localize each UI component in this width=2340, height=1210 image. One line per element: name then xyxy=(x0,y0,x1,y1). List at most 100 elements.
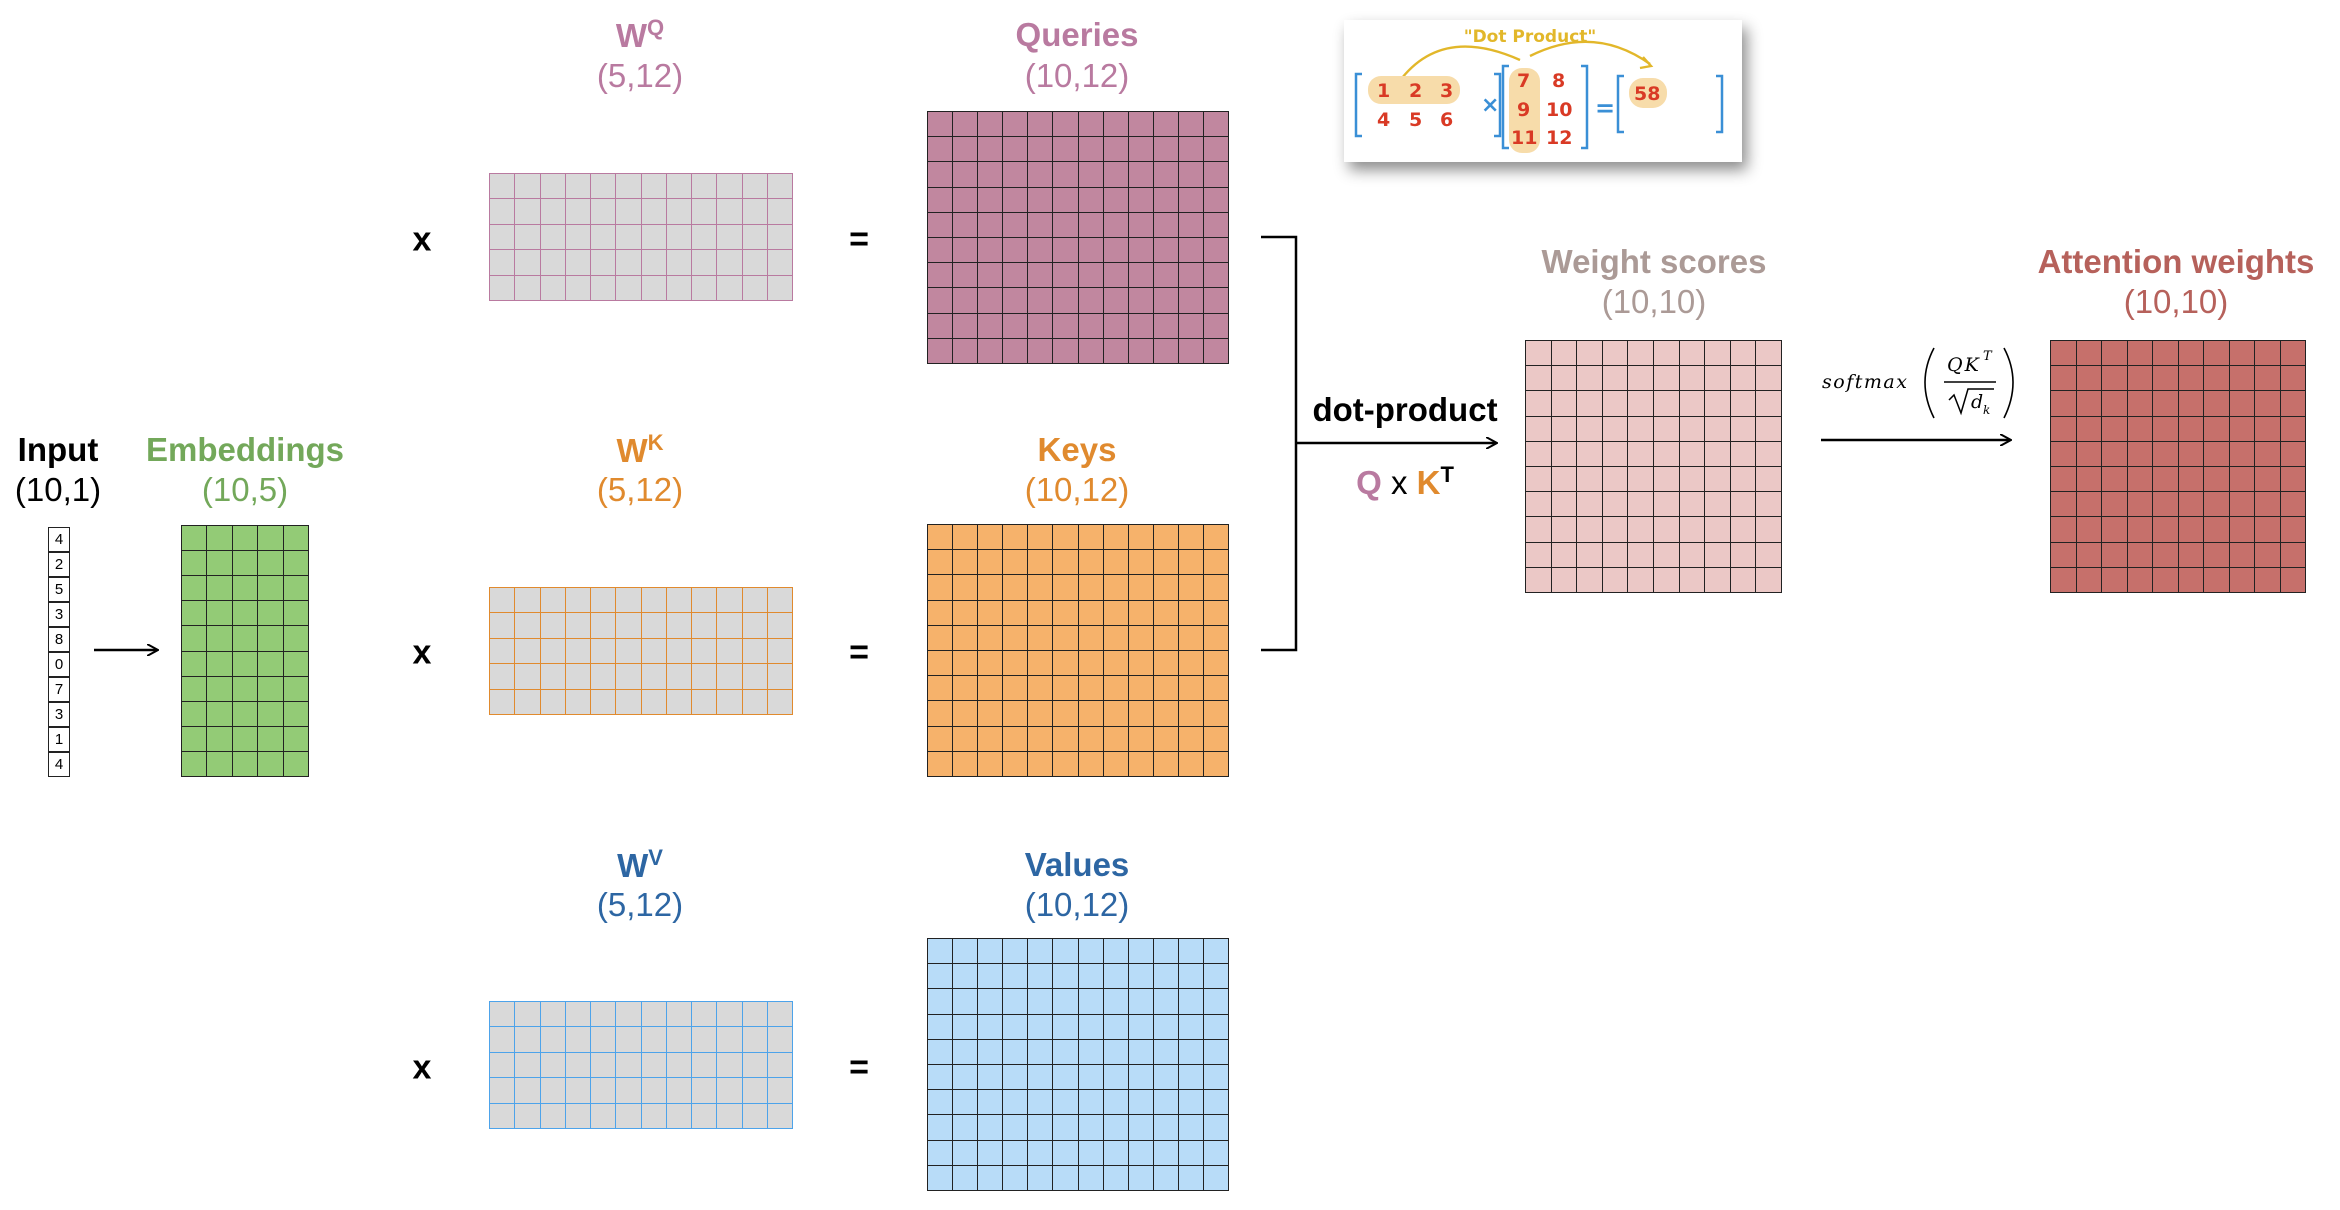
matrix-cell xyxy=(1078,238,1104,264)
matrix-cell xyxy=(1028,187,1054,213)
matrix-cell xyxy=(1103,550,1129,576)
matrix-cell xyxy=(2255,492,2281,518)
matrix-cell xyxy=(666,1078,692,1104)
matrix-cell xyxy=(540,588,566,614)
matrix-cell xyxy=(616,224,642,251)
matrix-cell xyxy=(2051,542,2077,568)
matrix-cell xyxy=(591,174,617,200)
matrix-cell xyxy=(258,526,284,552)
matrix-cell xyxy=(767,638,793,665)
matrix-cell xyxy=(1078,187,1104,213)
matrix-cell xyxy=(1705,517,1731,543)
matrix-cell xyxy=(258,676,284,702)
matrix-cell xyxy=(182,701,208,727)
matrix-cell xyxy=(1203,726,1229,752)
matrix-cell xyxy=(928,1065,954,1091)
matrix-cell xyxy=(1654,492,1680,518)
matrix-cell xyxy=(1679,492,1706,518)
matrix-cell xyxy=(1078,726,1104,752)
matrix-cell xyxy=(1153,964,1179,990)
matrix-cell xyxy=(540,1027,566,1053)
embeddings-matrix xyxy=(181,525,309,777)
matrix-cell xyxy=(2153,492,2179,518)
matrix-cell xyxy=(1679,441,1706,467)
matrix-cell xyxy=(540,689,566,715)
matrix-cell xyxy=(1128,137,1154,163)
matrix-cell xyxy=(641,1078,667,1104)
matrix-cell xyxy=(928,1165,954,1191)
wq-matrix xyxy=(489,173,793,301)
matrix-cell xyxy=(2280,341,2306,367)
matrix-cell xyxy=(767,1078,793,1104)
matrix-cell xyxy=(2127,391,2153,417)
matrix-cell xyxy=(616,1078,642,1104)
matrix-cell xyxy=(1003,751,1029,777)
matrix-cell xyxy=(283,651,309,677)
matrix-cell xyxy=(2153,517,2179,543)
matrix-cell xyxy=(1028,964,1054,990)
matrix-cell xyxy=(666,199,692,225)
matrix-cell xyxy=(182,726,208,752)
matrix-cell xyxy=(2127,341,2153,367)
matrix-cell xyxy=(2051,567,2077,593)
matrix-cell xyxy=(1203,701,1229,727)
matrix-cell xyxy=(767,1027,793,1053)
matrix-cell xyxy=(1551,492,1578,518)
matrix-cell xyxy=(1053,701,1079,727)
matrix-cell xyxy=(692,275,718,301)
matrix-cell xyxy=(928,313,954,339)
matrix-cell xyxy=(232,551,259,577)
matrix-cell xyxy=(1053,751,1079,777)
matrix-cell xyxy=(742,638,768,665)
matrix-cell xyxy=(591,250,617,276)
embeddings-dims: (10,5) xyxy=(201,471,289,508)
input-cell: 5 xyxy=(48,577,70,602)
matrix-cell xyxy=(1003,263,1029,289)
inset-caption: "Dot Product" xyxy=(1464,27,1597,47)
matrix-cell xyxy=(1203,1014,1229,1040)
matrix-cell xyxy=(978,238,1004,264)
matrix-cell xyxy=(1053,212,1079,238)
matrix-cell xyxy=(1153,751,1179,777)
matrix-cell xyxy=(742,1052,768,1079)
matrix-cell xyxy=(1128,525,1154,551)
matrix-cell xyxy=(2102,517,2128,543)
col-highlight xyxy=(1509,68,1540,153)
matrix-cell xyxy=(1602,542,1629,568)
matrix-cell xyxy=(717,588,743,614)
queries-dims: (10,12) xyxy=(1024,57,1130,94)
matrix-cell xyxy=(2178,567,2204,593)
matrix-cell xyxy=(1003,288,1029,314)
matrix-cell xyxy=(616,689,642,715)
matrix-cell xyxy=(1526,441,1552,467)
matrix-cell xyxy=(1153,726,1179,752)
matrix-cell xyxy=(1053,575,1079,601)
matrix-cell xyxy=(2127,441,2153,467)
matrix-cell xyxy=(1003,212,1029,238)
matrix-cell xyxy=(978,1165,1004,1191)
matrix-cell xyxy=(515,174,541,200)
matrix-cell xyxy=(742,664,768,690)
matrix-cell xyxy=(1602,416,1629,442)
matrix-cell xyxy=(616,199,642,225)
matrix-cell xyxy=(928,238,954,264)
matrix-cell xyxy=(1053,1140,1079,1166)
matrix-cell xyxy=(1551,341,1578,367)
matrix-cell xyxy=(1178,288,1204,314)
matrix-cell xyxy=(692,1052,718,1079)
matrix-cell xyxy=(2255,441,2281,467)
matrix-cell xyxy=(1577,341,1603,367)
matrix-cell xyxy=(1028,313,1054,339)
matrix-cell xyxy=(1602,492,1629,518)
matrix-cell xyxy=(2204,567,2230,593)
matrix-cell xyxy=(258,601,284,627)
matrix-cell xyxy=(1078,162,1104,188)
matrix-cell xyxy=(515,1002,541,1028)
matrix-cell xyxy=(1153,701,1179,727)
matrix-cell xyxy=(540,1052,566,1079)
matrix-cell xyxy=(1078,1065,1104,1091)
matrix-cell xyxy=(283,576,309,602)
matrix-cell xyxy=(767,664,793,690)
matrix-cell xyxy=(928,625,954,651)
